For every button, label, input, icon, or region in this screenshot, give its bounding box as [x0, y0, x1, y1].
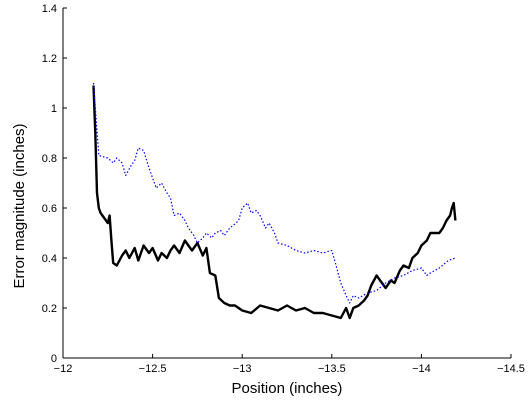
x-tick-label: −14.5 [497, 363, 525, 375]
plot-area [62, 8, 511, 359]
y-tick-label: 0 [51, 353, 57, 365]
series-line-dotted [92, 82, 456, 304]
x-tick-label: −14 [412, 363, 431, 375]
x-axis-ticks: −12 −12.5 −13 −13.5 −14 −14.5 [54, 354, 525, 375]
y-tick-label: 0.2 [42, 303, 57, 315]
x-tick-label: −13.5 [318, 363, 346, 375]
y-tick-label: 1.4 [42, 3, 57, 15]
x-tick-label: −12 [54, 363, 73, 375]
y-tick-label: 0.6 [42, 203, 57, 215]
y-axis-title: Error magnitude (inches) [11, 123, 28, 288]
y-axis-ticks: 0 0.2 0.4 0.6 0.8 1 1.2 1.4 [42, 3, 67, 365]
y-tick-label: 0.4 [42, 253, 57, 265]
x-tick-label: −13 [233, 363, 252, 375]
y-tick-label: 1 [51, 103, 57, 115]
x-tick-label: −12.5 [139, 363, 167, 375]
y-tick-label: 1.2 [42, 53, 57, 65]
series-line-solid [92, 85, 457, 320]
y-tick-label: 0.8 [42, 153, 57, 165]
x-axis-title: Position (inches) [232, 380, 343, 397]
